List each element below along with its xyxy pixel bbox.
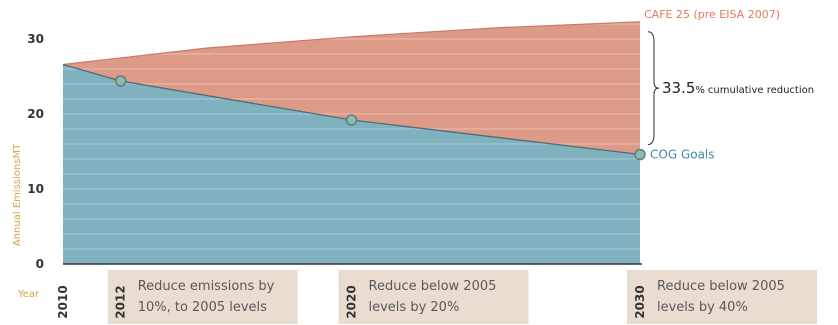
x-tick-label-2010: 2010 [56,285,70,318]
cog-series-label: COG Goals [650,148,715,162]
x-axis-title: Year [17,289,40,300]
note-line-2030-1: Reduce below 2005 [657,279,785,294]
note-line-2012-2: 10%, to 2005 levels [138,300,267,315]
cog-marker-2012 [114,75,127,87]
y-tick-label-30: 30 [27,32,44,46]
note-box-2020 [338,270,529,324]
cafe-line [62,21,641,66]
y-tick-labels: 0 10 20 30 [27,32,44,271]
reduction-text: cumulative reduction [708,85,814,96]
cafe-series-label: CAFE 25 (pre EISA 2007) [644,8,780,21]
reduction-value: 33.5 [662,79,695,97]
x-tick-label-2030: 2030 [633,285,647,318]
x-tick-labels: 2010 2012 2020 2030 [56,285,647,318]
note-box-2030 [627,270,817,324]
x-tick-label-2012: 2012 [114,285,128,318]
cog-marker-2030 [634,148,646,161]
y-tick-label-0: 0 [36,257,44,271]
x-tick-label-2020: 2020 [345,285,359,318]
grid-lines [63,23,640,250]
note-line-2020-2: levels by 20% [369,300,460,315]
y-tick-label-20: 20 [27,107,44,121]
note-line-2020-1: Reduce below 2005 [369,279,497,294]
note-line-2012-1: Reduce emissions by [138,279,275,294]
y-tick-label-10: 10 [27,182,44,196]
reduction-annotation: 33.5% cumulative reduction [662,79,814,97]
cog-line [62,63,641,156]
note-box-2012 [107,270,298,324]
cog-marker-2020 [345,114,358,126]
note-line-2030-2: levels by 40% [657,300,748,315]
cog-markers [114,75,646,161]
y-axis-title: Annual EmissionsMT [12,143,23,246]
cog-area [63,64,640,264]
note-boxes: Reduce emissions by 10%, to 2005 levels Re… [107,270,817,324]
reduction-bracket [647,31,660,145]
reduction-percent-sign: % [695,85,705,96]
